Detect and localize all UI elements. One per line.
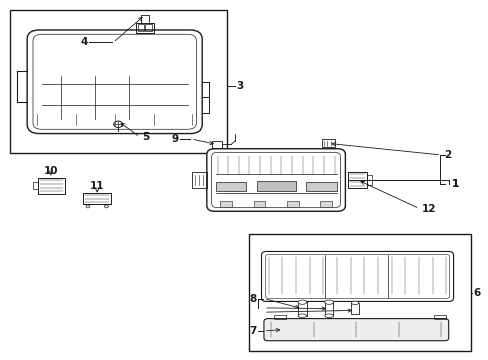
Text: 1: 1	[451, 179, 458, 189]
Ellipse shape	[351, 301, 358, 305]
FancyBboxPatch shape	[206, 149, 345, 211]
Text: 6: 6	[472, 288, 480, 297]
Bar	[347, 172, 366, 188]
Bar	[433, 315, 446, 319]
Ellipse shape	[324, 300, 333, 304]
Bar	[256, 181, 295, 192]
Bar	[135, 23, 154, 33]
Text: 5: 5	[142, 132, 149, 142]
Text: 8: 8	[248, 294, 256, 303]
Bar	[249, 234, 469, 351]
Text: 9: 9	[171, 134, 179, 144]
FancyBboxPatch shape	[264, 319, 448, 341]
Bar	[322, 139, 334, 147]
Ellipse shape	[297, 314, 306, 318]
Text: 4: 4	[81, 37, 88, 48]
Bar	[351, 303, 358, 314]
Bar	[366, 175, 371, 185]
Bar	[192, 172, 206, 188]
Text: 1: 1	[451, 179, 458, 189]
Bar	[220, 201, 232, 207]
Bar	[215, 182, 245, 191]
Text: 12: 12	[421, 203, 435, 213]
Bar	[320, 201, 331, 207]
Bar	[137, 24, 144, 31]
Text: 10: 10	[43, 166, 58, 176]
Bar	[253, 201, 265, 207]
Bar	[145, 24, 152, 31]
Bar	[83, 193, 111, 204]
Ellipse shape	[324, 314, 333, 318]
Bar	[306, 182, 336, 191]
Bar	[38, 178, 64, 194]
Text: 3: 3	[236, 81, 243, 91]
Bar	[273, 315, 285, 319]
Bar	[10, 10, 226, 153]
Bar	[324, 302, 333, 316]
Bar	[286, 201, 298, 207]
Bar	[211, 141, 222, 148]
Text: 7: 7	[249, 326, 256, 336]
Bar	[297, 302, 306, 316]
Ellipse shape	[297, 300, 306, 304]
Text: 2: 2	[443, 150, 450, 160]
Text: 11: 11	[90, 181, 104, 192]
Bar	[33, 182, 38, 189]
